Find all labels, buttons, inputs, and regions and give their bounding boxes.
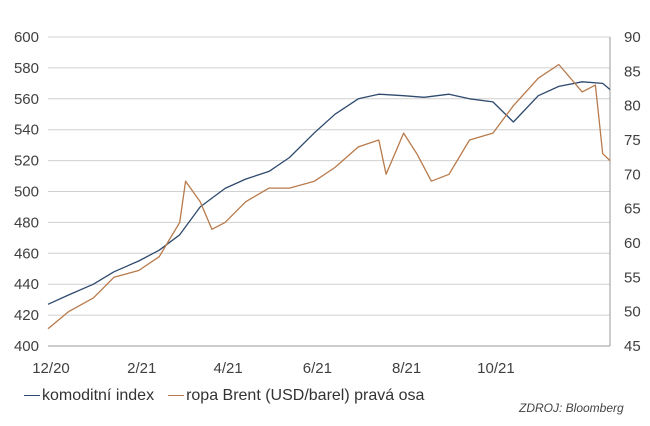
x-tick-label: 12/20 [32,360,70,377]
y-right-tick-label: 60 [624,235,641,252]
x-tick-label: 6/21 [303,360,332,377]
legend-label-commodity-index: komoditní index [42,387,155,404]
y-left-tick-label: 420 [14,307,39,324]
y-left-tick-label: 600 [14,29,39,46]
y-right-tick-label: 70 [624,166,641,183]
legend-label-brent: ropa Brent (USD/barel) pravá osa [186,387,425,404]
x-tick-label: 2/21 [127,360,156,377]
legend: komoditní index ropa Brent (USD/barel) p… [24,387,438,405]
y-right-tick-label: 45 [624,338,641,355]
y-left-tick-label: 460 [14,245,39,262]
y-left-tick-label: 480 [14,214,39,231]
legend-swatch-brent [168,394,185,396]
y-left-tick-label: 560 [14,91,39,108]
series-line-commodity-index [47,81,611,305]
series-line-brent [47,63,611,330]
legend-item-commodity-index: komoditní index [24,387,154,405]
legend-item-brent: ropa Brent (USD/barel) pravá osa [168,387,424,405]
axes: 400 420 440 460 480 500 520 540 560 580 600 45 50 55 6… [14,29,641,377]
y-right-tick-label: 55 [624,269,641,286]
y-right-tick-label: 90 [624,29,641,46]
y-right-tick-label: 50 [624,304,641,321]
y-left-tick-label: 500 [14,184,39,201]
y-left-tick-label: 540 [14,122,39,139]
y-right-tick-label: 80 [624,98,641,115]
x-tick-label: 4/21 [213,360,242,377]
gridlines [48,36,610,347]
x-tick-label: 8/21 [392,360,421,377]
y-left-tick-label: 440 [14,276,39,293]
y-right-tick-label: 75 [624,132,641,149]
legend-swatch-commodity-index [24,394,40,396]
y-left-tick-label: 520 [14,153,39,170]
x-tick-label: 10/21 [477,360,515,377]
y-right-tick-label: 85 [624,63,641,80]
series-lines [47,63,611,330]
y-right-tick-label: 65 [624,201,641,218]
y-left-tick-label: 400 [14,338,39,355]
source-note: ZDROJ: Bloomberg [519,401,624,415]
y-left-tick-label: 580 [14,60,39,77]
